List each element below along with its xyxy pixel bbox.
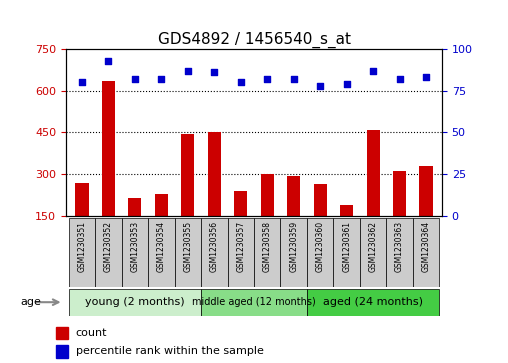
- Text: GSM1230361: GSM1230361: [342, 221, 351, 272]
- Bar: [420, 166, 433, 258]
- Bar: [287, 176, 300, 258]
- FancyBboxPatch shape: [69, 289, 201, 316]
- Point: [131, 76, 139, 82]
- Point: [210, 69, 218, 75]
- FancyBboxPatch shape: [201, 289, 307, 316]
- Bar: [208, 132, 221, 258]
- FancyBboxPatch shape: [280, 218, 307, 287]
- Point: [369, 68, 377, 74]
- Text: GSM1230356: GSM1230356: [210, 221, 219, 272]
- Text: GSM1230360: GSM1230360: [315, 221, 325, 272]
- FancyBboxPatch shape: [360, 218, 387, 287]
- FancyBboxPatch shape: [307, 218, 333, 287]
- Text: age: age: [20, 297, 41, 307]
- FancyBboxPatch shape: [413, 218, 439, 287]
- Bar: [128, 198, 142, 258]
- Bar: [181, 134, 195, 258]
- Point: [342, 81, 351, 87]
- Text: GSM1230363: GSM1230363: [395, 221, 404, 272]
- Bar: [393, 171, 406, 258]
- FancyBboxPatch shape: [307, 289, 439, 316]
- Text: GSM1230364: GSM1230364: [422, 221, 431, 272]
- FancyBboxPatch shape: [69, 218, 95, 287]
- FancyBboxPatch shape: [201, 218, 228, 287]
- Point: [184, 68, 192, 74]
- Point: [104, 58, 112, 64]
- Bar: [56, 345, 68, 358]
- Point: [263, 76, 271, 82]
- Text: GSM1230353: GSM1230353: [131, 221, 139, 272]
- Text: count: count: [76, 328, 107, 338]
- FancyBboxPatch shape: [148, 218, 175, 287]
- FancyBboxPatch shape: [175, 218, 201, 287]
- Point: [290, 76, 298, 82]
- Bar: [313, 184, 327, 258]
- FancyBboxPatch shape: [228, 218, 254, 287]
- Text: GSM1230352: GSM1230352: [104, 221, 113, 272]
- Bar: [155, 194, 168, 258]
- Text: young (2 months): young (2 months): [85, 297, 185, 307]
- Bar: [340, 205, 353, 258]
- Text: GSM1230351: GSM1230351: [77, 221, 86, 272]
- Text: GSM1230362: GSM1230362: [369, 221, 377, 272]
- Text: GSM1230354: GSM1230354: [157, 221, 166, 272]
- Point: [316, 83, 324, 89]
- Text: GSM1230359: GSM1230359: [289, 221, 298, 272]
- FancyBboxPatch shape: [121, 218, 148, 287]
- FancyBboxPatch shape: [254, 218, 280, 287]
- Text: aged (24 months): aged (24 months): [323, 297, 423, 307]
- Text: percentile rank within the sample: percentile rank within the sample: [76, 346, 264, 356]
- FancyBboxPatch shape: [387, 218, 413, 287]
- FancyBboxPatch shape: [333, 218, 360, 287]
- Point: [422, 74, 430, 80]
- Point: [396, 76, 404, 82]
- Point: [78, 79, 86, 85]
- Title: GDS4892 / 1456540_s_at: GDS4892 / 1456540_s_at: [157, 32, 351, 48]
- Text: GSM1230358: GSM1230358: [263, 221, 272, 272]
- Text: GSM1230355: GSM1230355: [183, 221, 193, 272]
- Bar: [234, 191, 247, 258]
- Text: GSM1230357: GSM1230357: [236, 221, 245, 272]
- Text: middle aged (12 months): middle aged (12 months): [192, 297, 316, 307]
- Bar: [261, 174, 274, 258]
- Bar: [75, 183, 88, 258]
- FancyBboxPatch shape: [95, 218, 121, 287]
- Point: [157, 76, 166, 82]
- Point: [237, 79, 245, 85]
- Bar: [56, 327, 68, 339]
- Bar: [102, 81, 115, 258]
- Bar: [366, 130, 380, 258]
